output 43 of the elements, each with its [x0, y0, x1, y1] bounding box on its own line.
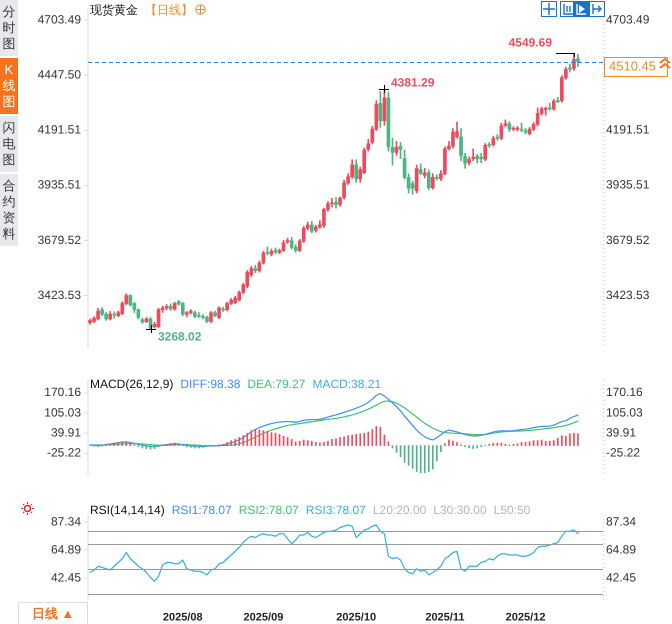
y-tick-label: 170.16: [606, 385, 644, 400]
text: 4381.29: [391, 75, 434, 90]
y-tick-label: 42.45: [606, 570, 636, 584]
annotation: RSI1:78.07: [172, 503, 232, 517]
chart-title: MACD(26,12,9): [90, 377, 174, 391]
text: K线图: [0, 58, 18, 116]
chart-subtitle: 【日线】: [145, 3, 193, 17]
text: 4549.69: [508, 35, 552, 50]
text: DIFF:98.38: [180, 377, 240, 391]
chart-title: RSI(14,14,14): [90, 503, 165, 517]
y-tick-label: 3935.51: [38, 178, 82, 192]
y-tick-label: 4191.51: [38, 122, 82, 137]
y-tick-label: 39.91: [606, 426, 636, 440]
x-tick-label: 2025/11: [425, 612, 464, 624]
chart-title: 现货黄金: [90, 3, 138, 17]
text: 日线 ▲: [18, 602, 88, 624]
ref-line-label: 4510.45: [609, 58, 656, 74]
x-tick-label: 2025/10: [336, 612, 376, 624]
annotation: L30:30.00: [433, 503, 487, 517]
x-tick-label: 2025/08: [162, 612, 203, 624]
y-tick-label: 64.89: [606, 542, 636, 556]
annotation: MACD:38.21: [312, 377, 382, 391]
annotation: L20:20.00: [372, 503, 426, 517]
y-tick-label: 3679.52: [38, 232, 82, 247]
annotation: RSI3:78.07: [306, 503, 366, 517]
candlestick: [520, 122, 524, 132]
y-tick-label: 4703.49: [38, 12, 82, 26]
candlestick: [330, 198, 334, 208]
text: 合约资料: [0, 174, 18, 248]
annotation: L50:50: [494, 503, 530, 517]
annotation: RSI2:78.07: [238, 503, 299, 517]
y-tick-label: 105.03: [606, 405, 644, 420]
x-tick-label: 2025/12: [506, 612, 546, 624]
text: 闪电图: [0, 116, 18, 174]
text: DEA:79.27: [247, 377, 306, 391]
candlestick: [266, 246, 270, 256]
y-tick-label: -25.22: [606, 446, 640, 460]
text: 3268.02: [158, 329, 202, 344]
x-tick-label: 2025/09: [244, 612, 284, 624]
y-tick-label: 4447.50: [38, 68, 82, 82]
text: 分时图: [0, 0, 18, 58]
y-tick-label: 87.34: [606, 514, 636, 528]
y-tick-label: 3423.53: [38, 288, 82, 302]
